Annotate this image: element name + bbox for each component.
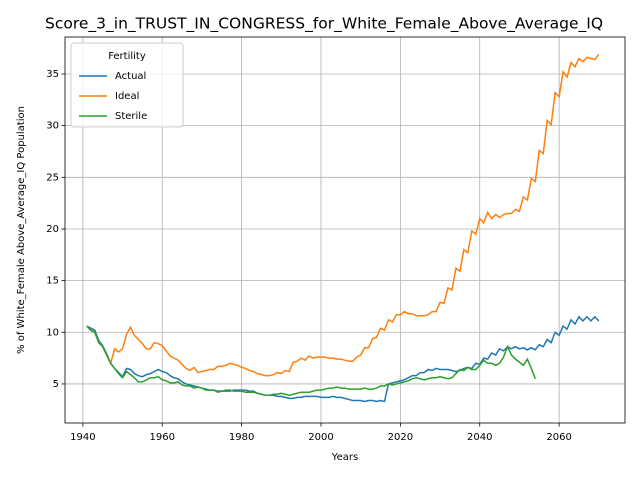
x-tick-label: 2020 — [388, 432, 413, 443]
x-tick-label: 1980 — [229, 432, 254, 443]
line — [86, 325, 537, 397]
line — [86, 315, 600, 403]
y-tick-label: 20 — [46, 224, 59, 235]
y-tick-label: 5 — [53, 379, 59, 390]
y-tick-label: 35 — [46, 69, 59, 80]
legend-box — [70, 42, 184, 128]
plot-frame — [64, 36, 626, 424]
line — [86, 53, 600, 377]
x-tick-label: 1960 — [150, 432, 175, 443]
x-axis-label: Years — [331, 452, 358, 463]
legend-label: Ideal — [115, 91, 139, 102]
legend-label: Actual — [115, 71, 146, 82]
y-tick-label: 10 — [46, 327, 59, 338]
x-tick-label: 2000 — [308, 432, 333, 443]
y-tick-label: 25 — [46, 172, 59, 183]
x-tick-label: 2060 — [546, 432, 571, 443]
legend-label: Sterile — [115, 111, 147, 122]
x-tick-label: 2040 — [467, 432, 492, 443]
chart-title: Score_3_in_TRUST_IN_CONGRESS_for_White_F… — [45, 15, 603, 34]
y-tick-label: 15 — [46, 276, 59, 287]
x-tick-label: 1940 — [70, 432, 95, 443]
y-axis-label: % of White_Female Above_Average_IQ Popul… — [16, 106, 27, 354]
legend-title: Fertility — [108, 51, 146, 62]
y-tick-label: 30 — [46, 121, 59, 132]
